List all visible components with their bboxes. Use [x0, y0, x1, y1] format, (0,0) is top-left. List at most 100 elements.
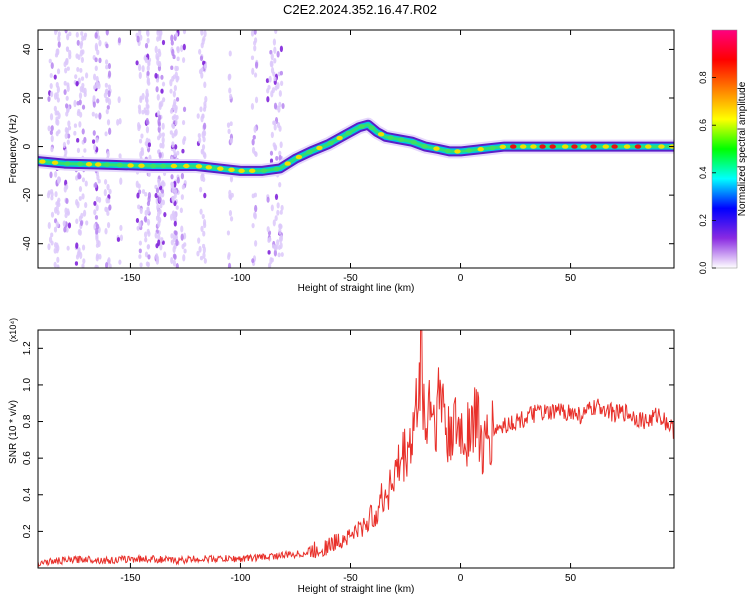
noise-speck: [251, 258, 255, 264]
noise-speck: [156, 210, 161, 218]
noise-speck: [95, 204, 99, 212]
noise-speck: [83, 148, 87, 153]
noise-speck: [64, 30, 68, 34]
noise-speck: [118, 153, 122, 159]
noise-speck: [144, 209, 148, 216]
noise-speck: [159, 243, 163, 251]
noise-speck: [155, 77, 160, 83]
noise-speck: [273, 245, 277, 251]
noise-speck: [105, 96, 109, 104]
noise-speck: [269, 158, 274, 164]
ridge-blob: [260, 168, 268, 173]
noise-speck: [169, 108, 174, 114]
noise-speck: [138, 30, 142, 36]
noise-speck: [179, 207, 183, 214]
noise-speck: [106, 222, 111, 229]
noise-speck: [107, 63, 111, 70]
noise-speck: [146, 228, 150, 235]
noise-speck: [279, 141, 283, 149]
noise-speck: [273, 249, 277, 257]
noise-speck: [93, 201, 97, 206]
noise-speck: [158, 132, 162, 139]
noise-speck: [157, 234, 161, 242]
noise-speck: [251, 138, 255, 146]
noise-speck: [79, 220, 84, 227]
noise-speck: [67, 133, 71, 139]
noise-speck: [278, 125, 282, 132]
noise-speck: [146, 244, 150, 250]
noise-speck: [155, 258, 159, 265]
noise-speck: [203, 104, 207, 110]
noise-speck: [64, 127, 68, 134]
noise-speck: [139, 97, 143, 104]
noise-speck: [273, 102, 278, 110]
noise-speck: [172, 237, 176, 243]
noise-speck: [95, 254, 99, 262]
noise-speck: [267, 250, 271, 255]
noise-speck: [57, 41, 61, 48]
noise-speck: [201, 148, 205, 154]
noise-speck: [200, 174, 204, 182]
noise-speck: [227, 73, 231, 81]
ridge-blob: [433, 146, 440, 151]
spectrogram-x-tick-label: -50: [343, 273, 358, 284]
snr-x-tick-label: -100: [230, 573, 250, 584]
noise-speck: [94, 32, 98, 39]
noise-speck: [266, 226, 270, 233]
noise-speck: [154, 45, 158, 54]
ridge-blob: [273, 166, 280, 172]
noise-speck: [57, 197, 61, 203]
noise-speck: [199, 208, 203, 215]
noise-speck: [63, 226, 67, 233]
noise-speck: [170, 65, 174, 71]
noise-speck: [79, 111, 83, 118]
noise-speck: [56, 97, 60, 103]
noise-speck: [176, 176, 180, 184]
noise-speck: [97, 178, 101, 184]
spectrogram-x-tick-label: -150: [120, 273, 140, 284]
noise-speck: [141, 65, 145, 73]
ridge-blob: [358, 124, 365, 129]
noise-speck: [155, 187, 160, 194]
ridge-blob: [195, 164, 203, 169]
noise-speck: [147, 254, 151, 260]
noise-speck: [103, 178, 108, 185]
noise-speck: [46, 192, 51, 199]
noise-speck: [268, 262, 272, 268]
noise-speck: [204, 95, 208, 103]
noise-speck: [96, 80, 100, 87]
noise-speck: [138, 221, 142, 228]
noise-speck: [278, 181, 282, 188]
noise-speck: [73, 130, 77, 136]
noise-speck: [53, 92, 58, 100]
noise-speck: [77, 247, 81, 253]
snr-x-label: Height of straight line (km): [298, 584, 415, 595]
noise-speck: [270, 53, 274, 61]
noise-speck: [108, 127, 112, 135]
noise-speck: [273, 124, 277, 131]
noise-speck: [196, 113, 200, 119]
noise-speck: [253, 30, 257, 35]
noise-speck: [229, 175, 234, 183]
noise-speck: [154, 232, 158, 239]
noise-speck: [182, 254, 186, 262]
noise-speck: [175, 239, 179, 247]
noise-speck: [270, 131, 274, 139]
noise-speck: [57, 129, 61, 134]
noise-speck: [251, 146, 256, 154]
noise-speck: [53, 242, 58, 249]
noise-speck: [253, 125, 257, 133]
noise-speck: [68, 49, 72, 57]
noise-speck: [157, 178, 161, 184]
ridge-blob: [611, 144, 618, 149]
noise-speck: [278, 150, 282, 156]
colorbar-tick-label: 0.2: [698, 214, 708, 227]
noise-speck: [268, 75, 272, 83]
spectrogram-x-tick-label: 50: [565, 273, 577, 284]
noise-speck: [228, 87, 232, 94]
noise-speck: [273, 46, 277, 54]
noise-speck: [229, 93, 233, 100]
noise-speck: [119, 234, 124, 242]
noise-speck: [103, 92, 107, 99]
noise-speck: [170, 233, 174, 239]
